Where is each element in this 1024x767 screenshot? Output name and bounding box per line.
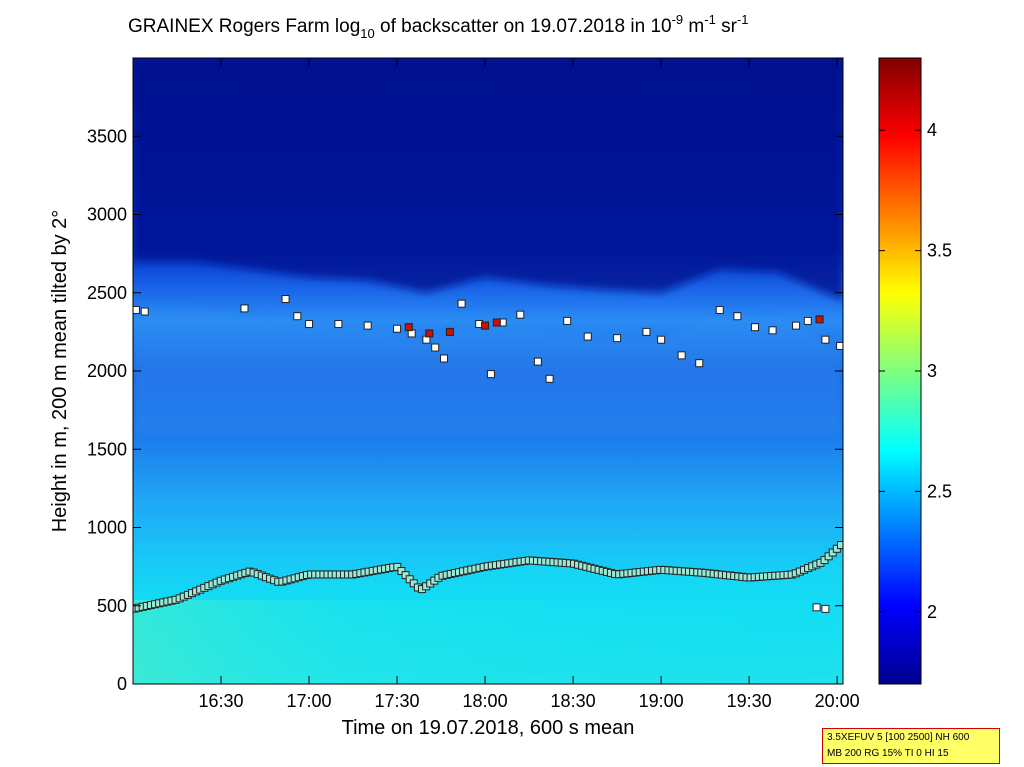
aerosol-layer-marker (516, 310, 525, 319)
aerosol-layer-marker (439, 354, 448, 363)
aerosol-layer-marker (768, 326, 777, 335)
y-tick-label: 3500 (87, 126, 127, 146)
info-line-1: 3.5XEFUV 5 [100 2500] NH 600 (827, 732, 970, 743)
x-tick-label: 17:00 (287, 691, 332, 711)
y-tick-label: 1000 (87, 518, 127, 538)
aerosol-layer-marker-high (481, 321, 490, 330)
aerosol-layer-marker (140, 307, 149, 316)
aerosol-layer-marker-high (404, 323, 413, 332)
x-tick-label: 16:30 (198, 691, 243, 711)
bl-marker (409, 579, 418, 588)
aerosol-layer-marker-high (425, 329, 434, 338)
aerosol-layer-marker-high (445, 327, 454, 336)
colorbar-tick-label: 4 (927, 120, 937, 140)
aerosol-layer-marker-high (815, 315, 824, 324)
x-tick-label: 19:00 (639, 691, 684, 711)
x-axis-label: Time on 19.07.2018, 600 s mean (342, 717, 635, 739)
heatmap-surface-glow (133, 600, 843, 684)
x-axis: 16:30 17:00 17:30 18:00 18:30 19:00 19:30 20:00 (198, 58, 860, 711)
aerosol-layer-marker (563, 316, 572, 325)
aerosol-layer-marker (486, 370, 495, 379)
x-tick-label: 19:30 (727, 691, 772, 711)
colorbar-tick-label: 2.5 (927, 481, 952, 501)
x-tick-label: 18:30 (551, 691, 596, 711)
info-line-2: MB 200 RG 15% TI 0 HI 15 (827, 748, 949, 759)
secondary-marker (812, 603, 821, 612)
bl-marker (397, 567, 406, 576)
y-tick-label: 2500 (87, 283, 127, 303)
bl-marker (393, 562, 402, 571)
aerosol-layer-marker (334, 320, 343, 329)
bl-marker (405, 575, 414, 584)
aerosol-layer-marker (293, 312, 302, 321)
aerosol-layer-marker (792, 321, 801, 330)
aerosol-layer-marker (733, 312, 742, 321)
x-tick-label: 20:00 (815, 691, 860, 711)
aerosol-layer-marker (240, 304, 249, 313)
aerosol-layer-marker (715, 305, 724, 314)
bl-marker (836, 541, 843, 550)
y-tick-label: 2000 (87, 361, 127, 381)
aerosol-layer-marker (133, 305, 140, 314)
colorbar-ticks: 2 2.5 3 3.5 4 (879, 120, 952, 622)
y-axis: 0 500 1000 1500 2000 2500 3000 3500 (87, 126, 843, 694)
y-axis-label: Height in m, 200 m mean tilted by 2° (49, 210, 71, 533)
aerosol-layer-marker (305, 320, 314, 329)
aerosol-layer-marker (821, 335, 830, 344)
aerosol-layer-marker (642, 327, 651, 336)
y-tick-label: 1500 (87, 439, 127, 459)
aerosol-layer-marker (533, 357, 542, 366)
colorbar-tick-label: 2 (927, 602, 937, 622)
aerosol-layer-marker (695, 359, 704, 368)
y-tick-label: 3000 (87, 205, 127, 225)
processing-info-box: 3.5XEFUV 5 [100 2500] NH 600 MB 200 RG 1… (822, 728, 1000, 764)
heatmap-area (133, 58, 843, 684)
chart-title: GRAINEX Rogers Farm log10 of backscatter… (128, 12, 749, 41)
secondary-marker (821, 604, 830, 613)
aerosol-layer-marker-high (492, 318, 501, 327)
aerosol-layer-marker (431, 343, 440, 352)
aerosol-layer-marker (677, 351, 686, 360)
aerosol-layer-marker (457, 299, 466, 308)
aerosol-layer-marker (750, 323, 759, 332)
aerosol-layer-marker (281, 295, 290, 304)
aerosol-layer-marker (803, 316, 812, 325)
aerosol-layer-marker (657, 335, 666, 344)
x-tick-label: 17:30 (375, 691, 420, 711)
colorbar: 2 2.5 3 3.5 4 (878, 57, 952, 685)
y-tick-label: 500 (97, 596, 127, 616)
y-tick-label: 0 (117, 674, 127, 694)
aerosol-layer-marker (583, 332, 592, 341)
aerosol-layer-marker (836, 341, 843, 350)
aerosol-layer-marker (545, 374, 554, 383)
colorbar-tick-label: 3.5 (927, 241, 952, 261)
aerosol-layer-marker (613, 334, 622, 343)
x-tick-label: 18:00 (463, 691, 508, 711)
aerosol-layer-marker (393, 324, 402, 333)
bl-marker (401, 571, 410, 580)
colorbar-gradient (878, 57, 922, 685)
colorbar-tick-label: 3 (927, 361, 937, 381)
aerosol-layer-marker (363, 321, 372, 330)
free-troposphere-band (133, 58, 843, 301)
layer-markers (133, 295, 843, 613)
